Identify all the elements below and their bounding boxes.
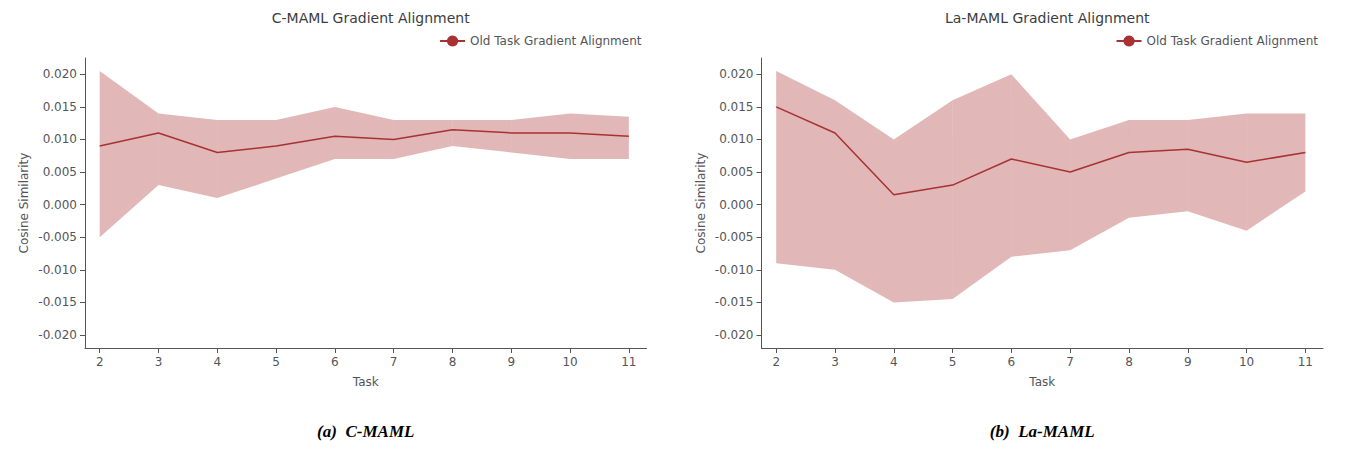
svg-text:-0.020: -0.020 <box>715 328 754 342</box>
svg-text:(b) La-MAML: (b) La-MAML <box>990 422 1095 441</box>
svg-text:8: 8 <box>449 355 457 369</box>
svg-text:4: 4 <box>890 355 898 369</box>
svg-text:Cosine Similarity: Cosine Similarity <box>17 153 31 254</box>
svg-text:0.000: 0.000 <box>719 198 753 212</box>
svg-text:0.010: 0.010 <box>719 132 753 146</box>
svg-text:6: 6 <box>331 355 339 369</box>
svg-text:Cosine Similarity: Cosine Similarity <box>694 153 708 254</box>
svg-text:5: 5 <box>272 355 280 369</box>
svg-text:Old Task Gradient Alignment: Old Task Gradient Alignment <box>470 34 642 48</box>
svg-text:Old Task Gradient Alignment: Old Task Gradient Alignment <box>1147 34 1319 48</box>
svg-text:0.005: 0.005 <box>43 165 77 179</box>
svg-text:Task: Task <box>352 375 379 389</box>
svg-text:0.005: 0.005 <box>719 165 753 179</box>
svg-text:7: 7 <box>1066 355 1074 369</box>
svg-text:6: 6 <box>1008 355 1016 369</box>
svg-text:2: 2 <box>96 355 104 369</box>
svg-text:3: 3 <box>155 355 163 369</box>
svg-text:-0.015: -0.015 <box>38 295 77 309</box>
svg-text:11: 11 <box>621 355 636 369</box>
svg-text:9: 9 <box>507 355 515 369</box>
svg-text:-0.020: -0.020 <box>38 328 77 342</box>
svg-text:4: 4 <box>213 355 221 369</box>
svg-text:0.020: 0.020 <box>719 67 753 81</box>
svg-text:0.020: 0.020 <box>43 67 77 81</box>
svg-text:2: 2 <box>772 355 780 369</box>
svg-text:0.010: 0.010 <box>43 132 77 146</box>
svg-text:La-MAML Gradient Alignment: La-MAML Gradient Alignment <box>945 10 1150 26</box>
svg-text:-0.010: -0.010 <box>715 263 754 277</box>
svg-text:(a) C-MAML: (a) C-MAML <box>317 422 414 441</box>
svg-text:10: 10 <box>562 355 577 369</box>
svg-text:0.000: 0.000 <box>43 198 77 212</box>
svg-text:Task: Task <box>1028 375 1055 389</box>
svg-text:-0.005: -0.005 <box>715 230 754 244</box>
svg-text:C-MAML Gradient Alignment: C-MAML Gradient Alignment <box>272 10 470 26</box>
svg-text:8: 8 <box>1125 355 1133 369</box>
svg-text:-0.010: -0.010 <box>38 263 77 277</box>
svg-text:5: 5 <box>949 355 957 369</box>
svg-text:0.015: 0.015 <box>43 100 77 114</box>
svg-text:-0.005: -0.005 <box>38 230 77 244</box>
svg-text:11: 11 <box>1298 355 1313 369</box>
svg-text:0.015: 0.015 <box>719 100 753 114</box>
svg-text:10: 10 <box>1239 355 1254 369</box>
svg-text:-0.015: -0.015 <box>715 295 754 309</box>
svg-text:9: 9 <box>1184 355 1192 369</box>
svg-text:3: 3 <box>831 355 839 369</box>
svg-text:7: 7 <box>390 355 398 369</box>
